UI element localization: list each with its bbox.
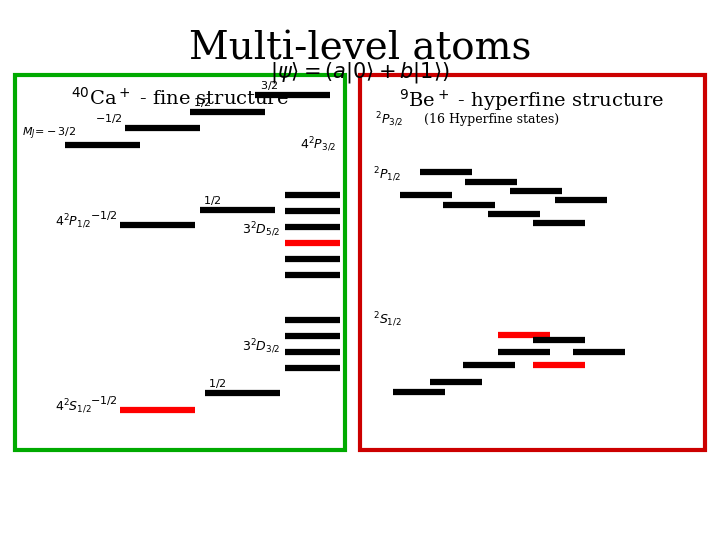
Text: Multi-level atoms: Multi-level atoms (189, 30, 531, 67)
Text: $4^2S_{1/2}$: $4^2S_{1/2}$ (55, 398, 91, 416)
Text: $-1/2$: $-1/2$ (90, 394, 118, 407)
Text: $^2P_{1/2}$: $^2P_{1/2}$ (373, 166, 401, 184)
Text: $4^2P_{3/2}$: $4^2P_{3/2}$ (300, 136, 336, 154)
Text: $3/2$: $3/2$ (260, 79, 279, 92)
Text: $1/2$: $1/2$ (208, 377, 226, 390)
Text: $1/2$: $1/2$ (193, 96, 212, 109)
Text: $|\psi\rangle = (a|0\rangle + b|1\rangle)$: $|\psi\rangle = (a|0\rangle + b|1\rangle… (270, 60, 450, 85)
Text: $3^2D_{5/2}$: $3^2D_{5/2}$ (242, 221, 280, 239)
Text: $M_J\!=\!-3/2$: $M_J\!=\!-3/2$ (22, 126, 76, 142)
Bar (15, 75, 345, 450)
Bar (360, 75, 705, 450)
Text: $3^2D_{3/2}$: $3^2D_{3/2}$ (242, 338, 280, 356)
Text: $4^2P_{1/2}$: $4^2P_{1/2}$ (55, 213, 91, 231)
Text: $-1/2$: $-1/2$ (90, 209, 118, 222)
Text: (16 Hyperfine states): (16 Hyperfine states) (420, 113, 559, 126)
Text: $-1/2$: $-1/2$ (95, 112, 123, 125)
Text: $^2P_{3/2}$: $^2P_{3/2}$ (375, 111, 403, 129)
Text: $^9$Be$^+$ - hyperfine structure: $^9$Be$^+$ - hyperfine structure (400, 87, 665, 113)
Text: $^{40}$Ca$^+$ - fine structure: $^{40}$Ca$^+$ - fine structure (71, 87, 289, 109)
Text: $1/2$: $1/2$ (203, 194, 222, 207)
Text: $^2S_{1/2}$: $^2S_{1/2}$ (373, 311, 402, 329)
